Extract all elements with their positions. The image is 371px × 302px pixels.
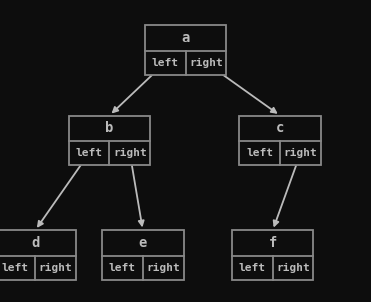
Text: a: a [181, 31, 190, 45]
Text: right: right [276, 263, 310, 273]
Bar [145, 25, 226, 75]
Text: d: d [31, 236, 39, 250]
Text: c: c [276, 121, 284, 135]
Text: right: right [147, 263, 180, 273]
Text: f: f [269, 236, 277, 250]
Text: left: left [1, 263, 28, 273]
Text: left: left [76, 148, 102, 158]
Bar [0, 230, 76, 280]
Text: left: left [152, 58, 178, 68]
Bar [69, 115, 150, 165]
Text: right: right [113, 148, 147, 158]
Bar [102, 230, 184, 280]
Text: left: left [109, 263, 136, 273]
Text: left: left [239, 263, 266, 273]
Bar [239, 115, 321, 165]
Text: e: e [139, 236, 147, 250]
Text: b: b [105, 121, 114, 135]
Text: left: left [246, 148, 273, 158]
Text: right: right [284, 148, 317, 158]
Text: right: right [189, 58, 223, 68]
Text: right: right [39, 263, 72, 273]
Bar [232, 230, 313, 280]
